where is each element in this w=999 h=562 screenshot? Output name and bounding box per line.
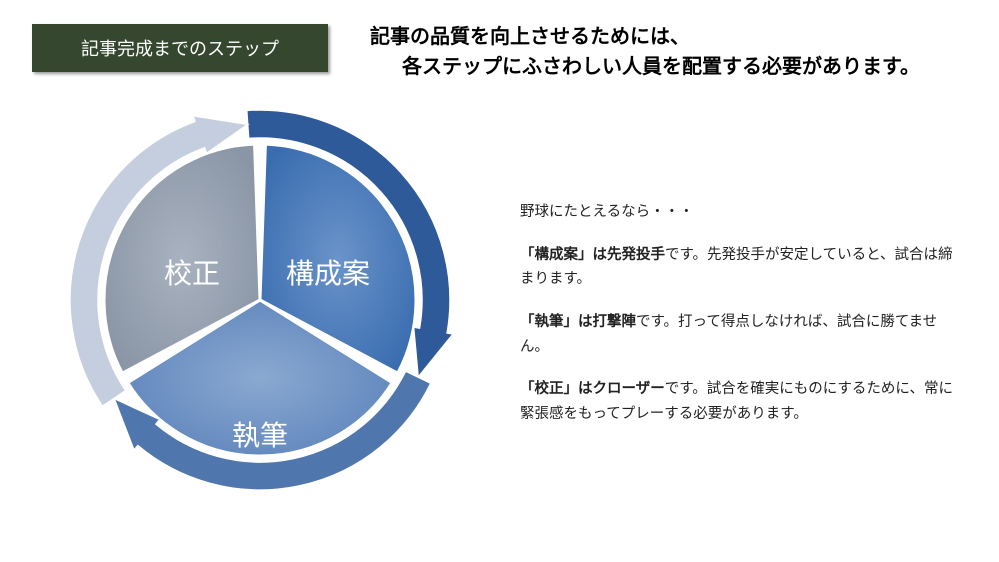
cycle-svg	[60, 100, 460, 500]
title-text: 記事完成までのステップ	[81, 35, 279, 61]
body-item: 「構成案」は先発投手です。先発投手が安定していると、試合は締まります。	[520, 243, 960, 292]
body-item-bold: 「構成案」は先発投手	[520, 247, 665, 263]
body-item: 「校正」はクローザーです。試合を確実にものにするために、常に緊張感をもってプレー…	[520, 377, 960, 426]
headline-line1: 記事の品質を向上させるためには、	[370, 22, 980, 52]
body-item: 「執筆」は打撃陣です。打って得点しなければ、試合に勝てません。	[520, 310, 960, 359]
body-intro: 野球にたとえるなら・・・	[520, 200, 960, 225]
body-item-bold: 「校正」はクローザー	[520, 381, 665, 397]
title-box: 記事完成までのステップ	[32, 24, 328, 72]
body-text: 野球にたとえるなら・・・ 「構成案」は先発投手です。先発投手が安定していると、試…	[520, 200, 960, 444]
headline: 記事の品質を向上させるためには、 各ステップにふさわしい人員を配置する必要があり…	[370, 22, 980, 82]
headline-line2: 各ステップにふさわしい人員を配置する必要があります。	[370, 52, 980, 82]
cycle-diagram: 構成案執筆校正	[60, 100, 460, 500]
body-item-bold: 「執筆」は打撃陣	[520, 314, 636, 330]
